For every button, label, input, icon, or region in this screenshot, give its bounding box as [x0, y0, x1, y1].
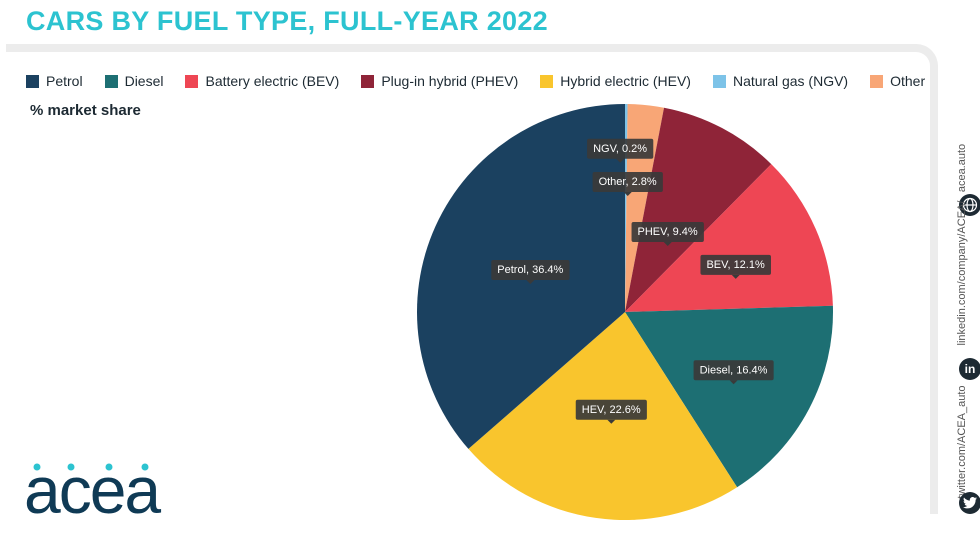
legend-swatch	[185, 74, 199, 88]
twitter-icon[interactable]	[959, 492, 980, 514]
chart-title: CARS BY FUEL TYPE, FULL-YEAR 2022	[26, 6, 549, 36]
legend-swatch	[712, 74, 726, 88]
pie-slice[interactable]	[625, 305, 833, 488]
social-sidebar: acea.auto linkedin.com/company/ACEA/ in …	[944, 140, 980, 540]
legend-item: Natural gas (NGV)	[712, 73, 849, 89]
chart-frame	[6, 44, 938, 514]
pie-slice[interactable]	[625, 164, 833, 312]
legend-swatch	[104, 74, 118, 88]
svg-text:Other, 2.8%: Other, 2.8%	[599, 176, 657, 188]
logo-text: acea	[24, 455, 161, 525]
legend-label: Natural gas (NGV)	[732, 73, 849, 89]
svg-text:Diesel, 16.4%: Diesel, 16.4%	[700, 364, 768, 376]
svg-text:Petrol, 36.4%: Petrol, 36.4%	[497, 264, 563, 276]
legend-label: Diesel	[124, 73, 164, 89]
legend-item: Petrol	[26, 73, 83, 89]
slice-data-label: Other, 2.8%	[592, 171, 663, 196]
linkedin-icon[interactable]: in	[959, 358, 980, 380]
pie-slice[interactable]	[625, 107, 772, 312]
legend-item: Diesel	[104, 73, 164, 89]
linkedin-text[interactable]: linkedin.com/company/ACEA/	[956, 200, 968, 346]
slice-data-label: BEV, 12.1%	[700, 254, 771, 279]
legend-label: Other	[890, 73, 926, 89]
svg-text:NGV, 0.2%: NGV, 0.2%	[593, 143, 647, 155]
svg-text:PHEV, 9.4%: PHEV, 9.4%	[638, 226, 698, 238]
legend-item: Plug-in hybrid (PHEV)	[361, 73, 518, 89]
slice-data-label: Diesel, 16.4%	[693, 360, 774, 385]
slice-data-label: NGV, 0.2%	[587, 138, 654, 163]
legend-swatch	[870, 74, 884, 88]
twitter-text[interactable]: twitter.com/ACEA_auto	[956, 385, 968, 499]
legend-label: Plug-in hybrid (PHEV)	[381, 73, 519, 89]
chart-subtitle: % market share	[30, 102, 141, 119]
legend-swatch	[26, 74, 39, 88]
acea-logo: acea	[24, 453, 184, 530]
legend: Petrol Diesel Battery electric (BEV) Plug-i…	[26, 73, 947, 89]
legend-label: Petrol	[46, 73, 83, 89]
slice-data-label: PHEV, 9.4%	[631, 222, 704, 247]
globe-icon[interactable]	[959, 194, 980, 216]
legend-label: Hybrid electric (HEV)	[560, 73, 691, 89]
legend-item: Other	[870, 73, 925, 89]
legend-label: Battery electric (BEV)	[205, 73, 340, 89]
legend-item: Hybrid electric (HEV)	[540, 73, 691, 89]
legend-swatch	[361, 74, 375, 88]
legend-item: Battery electric (BEV)	[185, 73, 339, 89]
legend-swatch	[540, 74, 554, 88]
svg-text:BEV, 12.1%: BEV, 12.1%	[706, 259, 765, 271]
slice-data-label: Petrol, 36.4%	[491, 260, 570, 285]
slice-data-label: HEV, 22.6%	[575, 399, 647, 424]
svg-text:HEV, 22.6%: HEV, 22.6%	[582, 404, 641, 416]
